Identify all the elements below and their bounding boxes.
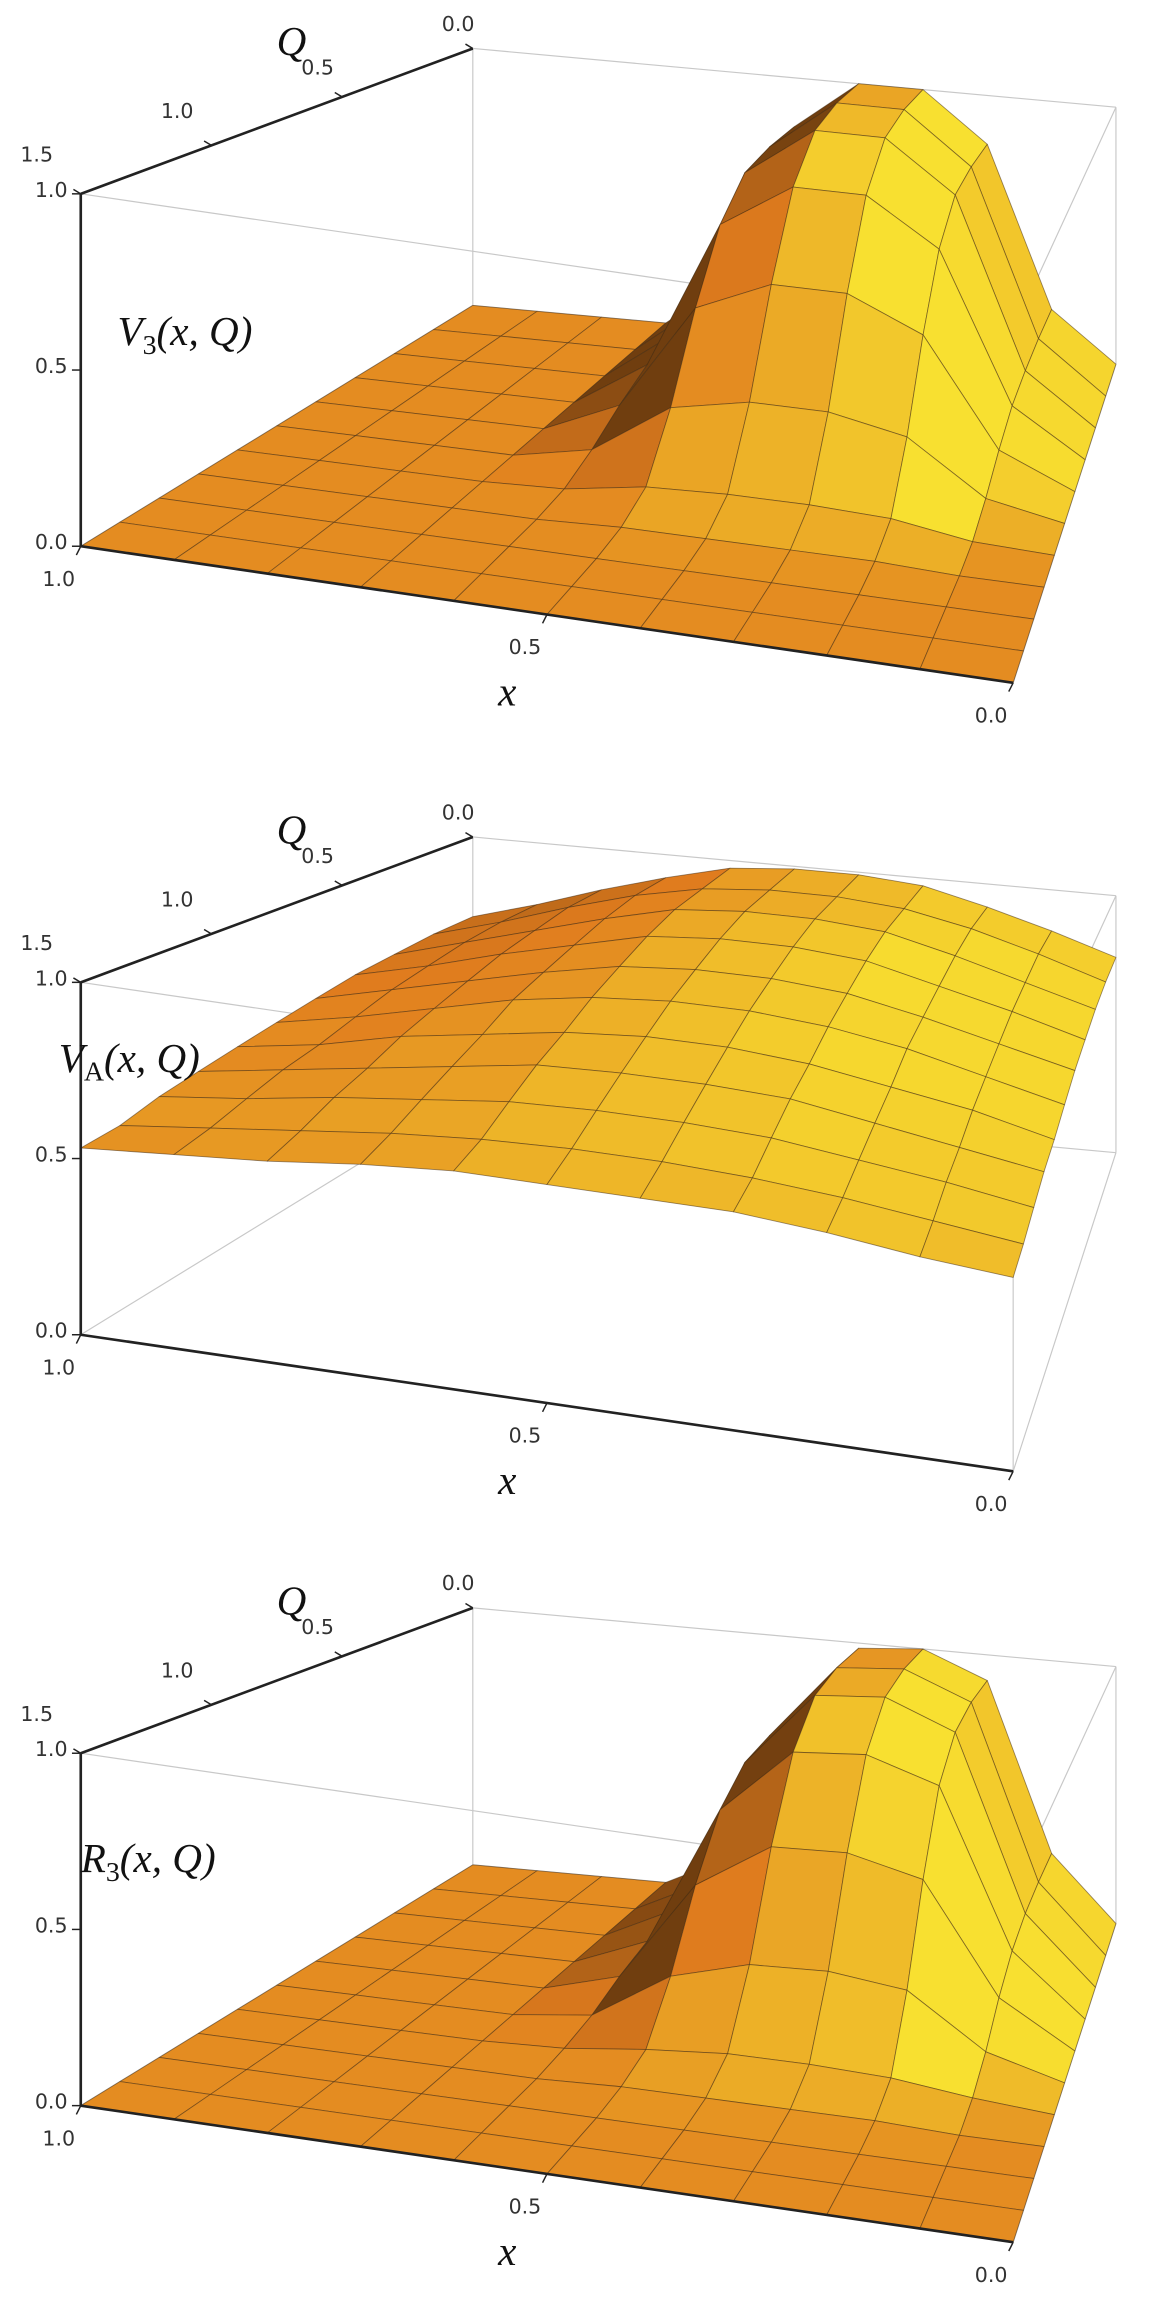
q-tick-label: 1.0: [161, 1658, 194, 1682]
q-tick-label: 0.0: [442, 800, 475, 824]
x-tick-label: 0.0: [975, 2263, 1008, 2287]
z-label-main: R: [80, 1835, 106, 1881]
q-tick-label: 1.0: [161, 99, 194, 123]
q-axis: [80, 47, 474, 196]
q-tick-label: 1.5: [20, 1702, 53, 1726]
q-axis: [80, 1606, 474, 1755]
z-axis-label: VA(x, Q): [59, 1035, 200, 1088]
z-label-rest: (x, Q): [104, 1035, 200, 1082]
x-tick-label: 0.5: [509, 1424, 542, 1448]
q-tick: [334, 1651, 343, 1657]
x-tick-label: 0.5: [509, 2195, 542, 2219]
z-label-main: V: [59, 1035, 89, 1081]
z-tick-label: 0.5: [35, 1142, 68, 1166]
z-label-sub: A: [84, 1057, 104, 1088]
q-tick-label: 0.0: [442, 12, 475, 36]
q-tick-label: 1.5: [20, 931, 53, 955]
x-tick: [75, 2105, 82, 2115]
q-tick: [465, 831, 474, 838]
q-tick: [334, 91, 343, 98]
q-tick-label: 0.5: [301, 844, 334, 868]
z-axis-label: V3(x, Q): [117, 308, 252, 361]
x-axis-label: x: [497, 1457, 516, 1503]
q-tick-label: 1.0: [161, 887, 194, 911]
x-axis-label: x: [497, 2228, 516, 2274]
x-axis-label: x: [497, 669, 516, 715]
q-tick-label: 0.5: [301, 1615, 334, 1639]
x-tick: [75, 1334, 82, 1344]
q-tick: [465, 43, 474, 50]
z-label-sub: 3: [143, 330, 157, 361]
z-label-main: V: [117, 308, 147, 354]
x-tick-label: 0.0: [975, 703, 1008, 727]
z-label-rest: (x, Q): [157, 308, 253, 355]
q-tick-label: 0.0: [442, 1571, 475, 1595]
x-tick-label: 1.0: [42, 567, 75, 591]
q-axis-label: Q: [277, 1577, 307, 1623]
x-tick: [541, 2173, 548, 2184]
x-axis: [80, 1333, 1014, 1473]
x-tick-label: 1.0: [42, 2126, 75, 2150]
surface-patch: [919, 1220, 1024, 1278]
q-axis-label: Q: [277, 18, 307, 64]
x-tick: [75, 545, 82, 556]
box-edge: [1012, 1152, 1117, 1472]
q-tick-label: 1.5: [20, 143, 53, 167]
x-tick-label: 0.5: [509, 635, 542, 659]
q-tick: [334, 880, 343, 887]
q-tick: [203, 928, 212, 935]
x-tick: [541, 1402, 548, 1413]
box-edge: [472, 1607, 1117, 1668]
x-tick-label: 0.0: [975, 1492, 1008, 1516]
z-tick-label: 1.0: [35, 966, 68, 990]
q-tick-label: 0.5: [301, 55, 334, 79]
box-edge: [472, 836, 1117, 897]
z-label-sub: 3: [106, 1857, 120, 1888]
z-tick-label: 1.0: [35, 1737, 68, 1761]
z-tick-label: 0.0: [35, 1319, 68, 1343]
q-tick: [203, 140, 212, 147]
x-tick: [541, 614, 548, 624]
box-edge: [472, 47, 1117, 108]
z-tick-label: 0.0: [35, 530, 68, 554]
z-tick-label: 0.5: [35, 1913, 68, 1937]
x-tick: [1008, 682, 1014, 692]
q-axis-label: Q: [277, 807, 307, 853]
q-tick: [465, 1602, 474, 1609]
x-tick: [1008, 2241, 1014, 2252]
x-tick-label: 1.0: [42, 1355, 75, 1379]
z-label-rest: (x, Q): [120, 1835, 216, 1882]
x-tick: [1008, 1470, 1014, 1481]
q-axis: [80, 835, 474, 984]
z-tick-label: 0.5: [35, 354, 68, 378]
z-tick-label: 1.0: [35, 178, 68, 202]
z-tick-label: 0.0: [35, 2090, 68, 2114]
q-tick: [203, 1699, 212, 1706]
z-axis-label: R3(x, Q): [80, 1835, 216, 1888]
